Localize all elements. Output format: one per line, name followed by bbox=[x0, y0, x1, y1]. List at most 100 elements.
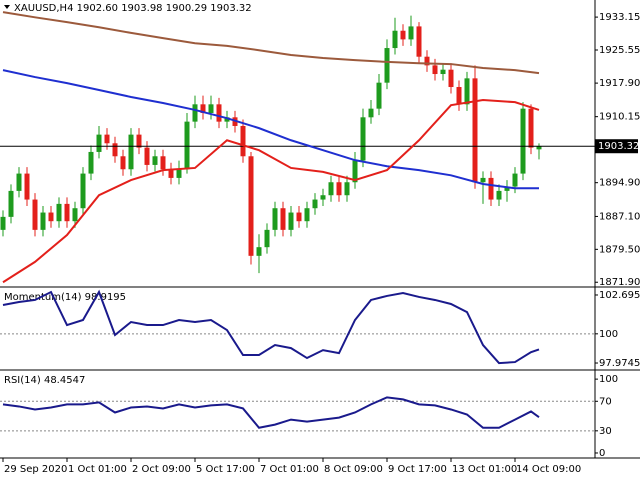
candle-body bbox=[16, 173, 22, 191]
y-tick-label: 100 bbox=[599, 374, 618, 385]
high: 1903.98 bbox=[121, 3, 162, 14]
candle-body bbox=[360, 117, 366, 161]
indicator-line bbox=[2, 289, 540, 365]
candle-body bbox=[112, 143, 118, 157]
candle-body bbox=[264, 229, 270, 248]
candle-body bbox=[432, 65, 438, 75]
candle-body bbox=[104, 134, 110, 144]
candle-body bbox=[472, 78, 478, 183]
candle-body bbox=[0, 216, 6, 230]
y-tick-label: 1894.90 bbox=[599, 178, 640, 189]
x-tick-label: 9 Oct 17:00 bbox=[388, 464, 447, 475]
x-tick-label: 14 Oct 09:00 bbox=[516, 464, 581, 475]
candle-body bbox=[184, 121, 190, 170]
candle-body bbox=[512, 173, 518, 187]
candle-body bbox=[32, 199, 38, 230]
candle-body bbox=[24, 173, 30, 200]
last-price-box bbox=[595, 139, 638, 154]
candle-body bbox=[144, 147, 150, 165]
candle-body bbox=[224, 117, 230, 122]
candle-body bbox=[48, 212, 54, 222]
candle-body bbox=[328, 182, 334, 196]
y-tick-label: 70 bbox=[599, 396, 612, 407]
y-tick-label: 1925.55 bbox=[599, 45, 640, 56]
candle-body bbox=[288, 212, 294, 230]
candle-body bbox=[56, 203, 62, 222]
candle-body bbox=[392, 30, 398, 49]
candle-body bbox=[520, 108, 526, 174]
y-tick-label: 102.6954 bbox=[599, 290, 640, 301]
candle-body bbox=[152, 156, 158, 165]
candle-body bbox=[368, 108, 374, 118]
candle-body bbox=[96, 134, 102, 152]
candle-body bbox=[496, 190, 502, 200]
candle-body bbox=[384, 48, 390, 83]
candle-body bbox=[176, 169, 182, 178]
candle-body bbox=[344, 182, 350, 196]
x-tick-label: 1 Oct 01:00 bbox=[68, 464, 127, 475]
candle-body bbox=[456, 87, 462, 105]
y-tick-label: 100 bbox=[599, 329, 618, 340]
indicator-title: RSI(14) 48.4547 bbox=[4, 375, 85, 386]
candle-body bbox=[136, 134, 142, 148]
candle-body bbox=[336, 182, 342, 196]
candle-body bbox=[240, 125, 246, 157]
candle-body bbox=[272, 208, 278, 230]
y-tick-label: 30 bbox=[599, 426, 612, 437]
indicator-line bbox=[2, 69, 539, 190]
y-tick-label: 1887.10 bbox=[599, 211, 640, 222]
y-tick-label: 1910.15 bbox=[599, 112, 640, 123]
candle-body bbox=[128, 134, 134, 170]
candle-body bbox=[192, 104, 198, 122]
candle-body bbox=[304, 208, 310, 222]
close: 1903.32 bbox=[210, 3, 251, 14]
indicator-title: Momentum(14) 98.9195 bbox=[4, 292, 126, 303]
low: 1900.29 bbox=[166, 3, 207, 14]
x-tick-label: 2 Oct 09:00 bbox=[132, 464, 191, 475]
candle-body bbox=[64, 203, 70, 222]
x-tick-label: 13 Oct 01:00 bbox=[452, 464, 517, 475]
y-tick-label: 1879.50 bbox=[599, 244, 640, 255]
candle-body bbox=[528, 108, 534, 148]
candle-body bbox=[72, 208, 78, 222]
candle-body bbox=[320, 195, 326, 200]
candle-body bbox=[248, 156, 254, 256]
candle-body bbox=[376, 82, 382, 109]
symbol: XAUUSD,H4 bbox=[14, 3, 73, 14]
candle-body bbox=[88, 151, 94, 174]
candle-body bbox=[416, 26, 422, 57]
candle-body bbox=[160, 156, 166, 170]
candle-body bbox=[216, 104, 222, 122]
open: 1902.60 bbox=[77, 3, 118, 14]
indicator-line bbox=[2, 11, 540, 75]
y-tick-label: 1933.15 bbox=[599, 12, 640, 23]
candle-body bbox=[352, 160, 358, 183]
last-price-label: 1903.32 bbox=[598, 141, 639, 152]
candle-body bbox=[488, 177, 494, 200]
candle-body bbox=[408, 26, 414, 40]
x-tick-label: 29 Sep 2020 bbox=[4, 464, 67, 475]
y-tick-label: 0 bbox=[599, 448, 605, 459]
candle-body bbox=[312, 199, 318, 209]
candle-body bbox=[200, 104, 206, 113]
candle-body bbox=[536, 146, 542, 150]
candle-body bbox=[280, 208, 286, 230]
candle-body bbox=[168, 169, 174, 178]
candle-body bbox=[120, 156, 126, 170]
y-tick-label: 1871.90 bbox=[599, 277, 640, 288]
chart-header: XAUUSD,H4 1902.60 1903.98 1900.29 1903.3… bbox=[14, 3, 252, 14]
indicator-line bbox=[2, 396, 540, 429]
candle-body bbox=[8, 190, 14, 217]
candle-body bbox=[256, 247, 262, 256]
candle-body bbox=[504, 186, 510, 191]
menu-triangle[interactable] bbox=[4, 5, 10, 9]
candle-body bbox=[440, 69, 446, 75]
indicator-line bbox=[2, 98, 540, 284]
candle-body bbox=[208, 104, 214, 113]
candle-body bbox=[448, 69, 454, 88]
candle-body bbox=[464, 78, 470, 105]
candle-body bbox=[80, 173, 86, 209]
x-tick-label: 7 Oct 01:00 bbox=[260, 464, 319, 475]
